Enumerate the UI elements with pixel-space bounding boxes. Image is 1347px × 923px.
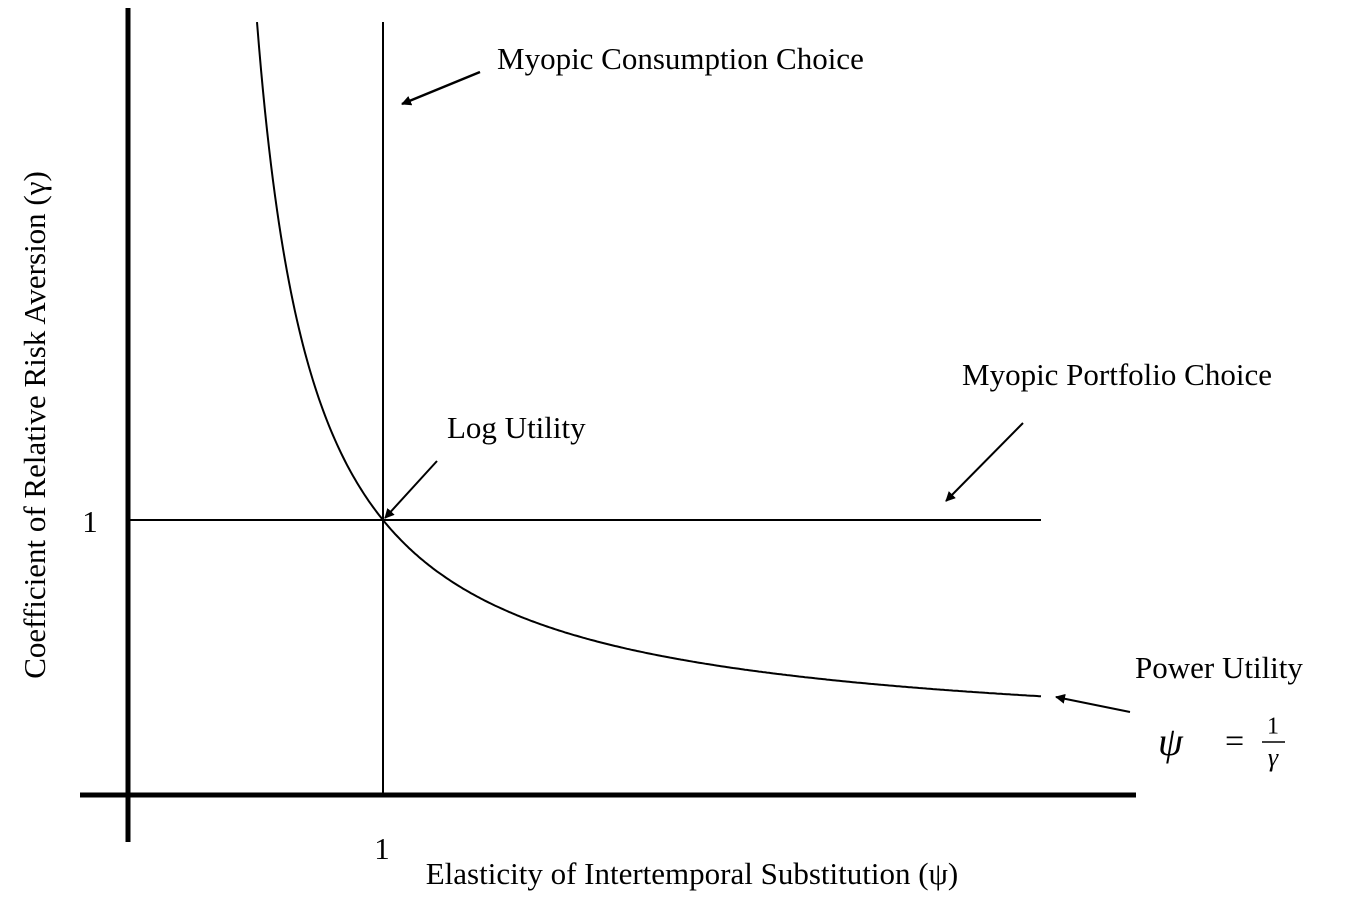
annotation: Myopic Portfolio Choice bbox=[962, 357, 1272, 392]
annotation: Power Utility bbox=[1135, 650, 1303, 685]
formula-equals: = bbox=[1225, 723, 1244, 760]
arrow bbox=[401, 70, 481, 106]
annotation: Log Utility bbox=[447, 410, 586, 445]
x-axis-label: Elasticity of Intertemporal Substitution… bbox=[426, 856, 959, 891]
formula-numerator: 1 bbox=[1267, 714, 1279, 740]
annotation: Myopic Consumption Choice bbox=[497, 41, 864, 76]
formula-denominator: γ bbox=[1268, 743, 1279, 772]
arrow bbox=[945, 422, 1024, 502]
arrow bbox=[1055, 693, 1131, 713]
formula-lhs: ψ bbox=[1158, 719, 1184, 764]
power-utility-curve bbox=[256, 22, 1042, 698]
arrow bbox=[384, 460, 438, 519]
y-axis-label: Coefficient of Relative Risk Aversion (γ… bbox=[17, 171, 52, 679]
x-tick-label: 1 bbox=[374, 831, 390, 866]
y-tick-label: 1 bbox=[82, 504, 98, 539]
